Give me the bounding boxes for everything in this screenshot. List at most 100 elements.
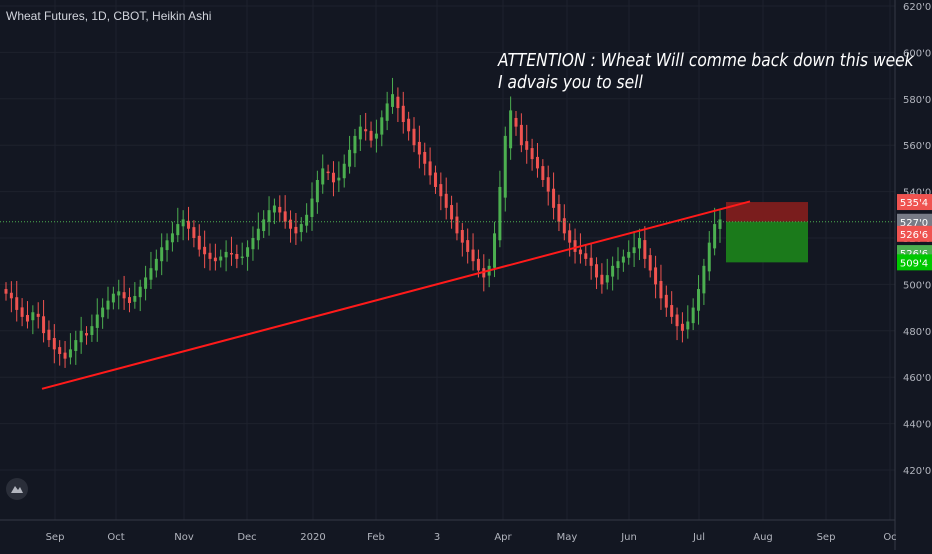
candle-body [396,96,400,109]
tradingview-logo-icon[interactable] [6,478,28,500]
candle-body [192,227,196,238]
candle-body [611,265,615,277]
candle-body [278,206,282,213]
candle-body [144,277,148,289]
price-tick-label: 440'0 [903,420,931,431]
annotation-line-2: I advais you to sell [498,72,643,93]
candle-body [637,238,641,249]
price-label-text: 526'6 [900,230,928,241]
candle-body [713,224,717,249]
candle-body [455,216,459,234]
time-tick-label: Aug [753,532,773,543]
candle-body [117,291,121,296]
candle-body [664,294,668,308]
candle-body [568,230,572,243]
time-tick-label: Nov [174,532,194,543]
price-tick-label: 540'0 [903,188,931,199]
candle-body [643,240,647,259]
time-tick-label: Jul [692,532,705,543]
candle-body [74,340,78,351]
candle-body [562,218,566,234]
candle-body [294,226,298,234]
candle-body [439,184,443,197]
candle-body [498,186,502,241]
candle-body [417,141,421,155]
candle-body [348,149,352,167]
candle-body [154,258,158,271]
candle-body [9,292,13,299]
price-label-box [897,225,932,242]
candle-body [122,292,126,299]
candle-body [493,233,497,268]
candle-body [675,314,679,327]
candle-body [256,228,260,241]
candle-body [63,352,67,359]
candle-body [337,177,341,181]
candle-body [203,246,207,255]
price-label-box [897,194,932,211]
candle-body [246,247,250,257]
price-tick-label: 600'0 [903,48,931,59]
candle-body [632,247,636,254]
candle-body [321,168,325,185]
candle-body [364,129,368,132]
candle-body [20,307,24,317]
candle-body [466,240,470,252]
candle-body [374,133,378,139]
candle-body [584,253,588,259]
time-tick-label: Dec [237,532,256,543]
candle-body [444,193,448,208]
candle-body [552,188,556,208]
candle-body [272,205,276,213]
candle-body [605,275,609,283]
candle-body [578,249,582,255]
candle-body [267,210,271,222]
candle-body [138,286,142,298]
candle-body [160,247,164,262]
time-axis: Sep Oct Nov Dec 2020 Feb 3 Apr May Jun Jul Aug Sep Oc [0,519,897,543]
candle-body [718,219,722,229]
candle-body [627,251,631,258]
candle-body [219,256,223,261]
candle-body [600,274,604,285]
annotation-line-1: ATTENTION : Wheat Will comme back down t… [498,50,914,71]
candle-body [208,252,212,259]
price-axis: 420'0440'0460'0480'0500'0520'0540'0560'0… [894,0,932,550]
price-tick-label: 620'0 [903,2,931,13]
candle-body [412,128,416,146]
chart-title: Wheat Futures, 1D, CBOT, Heikin Ashi [6,9,212,23]
price-tick-label: 580'0 [903,95,931,106]
price-tick-label: 480'0 [903,327,931,338]
time-tick-label: Sep [46,532,65,543]
candle-body [133,296,137,302]
candle-body [385,103,389,121]
candle-body [471,249,475,262]
candle-body [680,323,684,331]
take-profit-zone [726,221,808,263]
annotation-text: ATTENTION : Wheat Will comme back down t… [498,50,914,94]
candle-body [557,204,561,222]
candle-body [310,198,314,217]
candle-body [305,214,309,226]
candle-body [127,297,131,303]
candle-body [299,224,303,233]
candle-body [541,166,545,180]
candle-body [52,338,56,350]
candle-body [670,305,674,317]
price-label-text: 535'4 [900,198,928,209]
candle-body [170,233,174,243]
candle-body [659,281,663,299]
candle-body [616,261,620,268]
price-label-text: 527'0 [900,218,928,229]
candle-body [224,251,228,258]
candle-body [85,333,89,336]
candle-body [213,257,217,262]
price-tick-label: 460'0 [903,373,931,384]
candle-body [358,126,362,140]
candle-body [686,321,690,330]
candle-body [460,229,464,243]
